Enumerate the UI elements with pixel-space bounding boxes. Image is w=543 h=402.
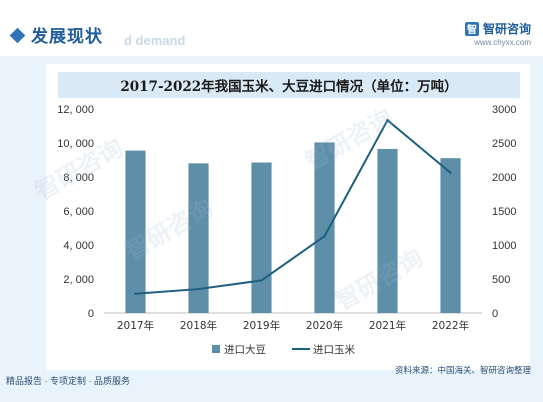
x-tick-label: 2021年 — [369, 319, 406, 332]
header: 发展现状 d demand 智 智研咨询 www.chyxx.com — [0, 0, 543, 56]
y-left-tick-label: 6, 000 — [63, 206, 94, 218]
bar-2020年 — [314, 142, 335, 313]
y-right-tick-label: 2000 — [492, 172, 516, 184]
line-point-2017年 — [134, 292, 137, 295]
data-source: 资料来源：中国海关、智研咨询整理 — [394, 365, 531, 375]
line-series-corn — [135, 118, 452, 295]
bar-2017年 — [125, 150, 146, 313]
bar-2021年 — [377, 148, 398, 313]
y-left-tick-label: 4, 000 — [63, 240, 94, 252]
brand-logo-icon: 智 — [464, 21, 479, 36]
line-point-2021年 — [386, 119, 389, 122]
x-tick-label: 2022年 — [432, 319, 469, 332]
y-right-tick-label: 2500 — [492, 138, 516, 150]
header-watermark-text: d demand — [124, 33, 186, 48]
bar-2019年 — [251, 162, 272, 313]
y-right-tick-label: 3000 — [492, 104, 516, 116]
y-right-tick-label: 1000 — [492, 240, 516, 252]
x-tick-label: 2018年 — [180, 319, 217, 332]
x-tick-label: 2020年 — [306, 319, 343, 332]
y-left-tick-label: 2, 000 — [63, 274, 94, 286]
footer-tagline: 精品报告 · 专项定制 · 品质服务 — [6, 376, 130, 386]
section-title: 发展现状 — [31, 27, 103, 46]
brand-name: 智研咨询 — [482, 22, 531, 36]
line-point-2020年 — [323, 234, 326, 238]
x-tick-label: 2017年 — [117, 319, 154, 332]
x-tick-label: 2019年 — [243, 319, 280, 332]
legend-label-corn: 进口玉米 — [313, 343, 355, 356]
brand: 智 智研咨询 www.chyxx.com — [464, 20, 531, 47]
line-point-2019年 — [260, 279, 263, 282]
chart-title-bar: 2017-2022年我国玉米、大豆进口情况（单位：万吨） — [58, 72, 520, 98]
line-point-2018年 — [197, 287, 200, 291]
bar-2022年 — [440, 158, 461, 313]
y-right-tick-label: 1500 — [492, 206, 516, 218]
y-left-tick-label: 10, 000 — [57, 138, 94, 150]
brand-url: www.chyxx.com — [474, 38, 531, 47]
bar-2018年 — [188, 163, 209, 313]
line-point-2022年 — [449, 171, 452, 174]
y-right-tick-label: 500 — [492, 274, 510, 286]
chart-title: 2017-2022年我国玉米、大豆进口情况（单位：万吨） — [120, 79, 458, 95]
legend-swatch-bar — [212, 345, 220, 353]
y-right-tick-label: 0 — [492, 308, 498, 320]
y-left-tick-label: 8, 000 — [63, 172, 94, 184]
legend-label-soybean: 进口大豆 — [224, 343, 266, 356]
y-left-tick-label: 12, 000 — [57, 104, 94, 116]
y-left-tick-label: 0 — [88, 308, 94, 320]
